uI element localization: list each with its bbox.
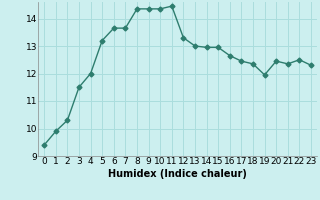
X-axis label: Humidex (Indice chaleur): Humidex (Indice chaleur) (108, 169, 247, 179)
